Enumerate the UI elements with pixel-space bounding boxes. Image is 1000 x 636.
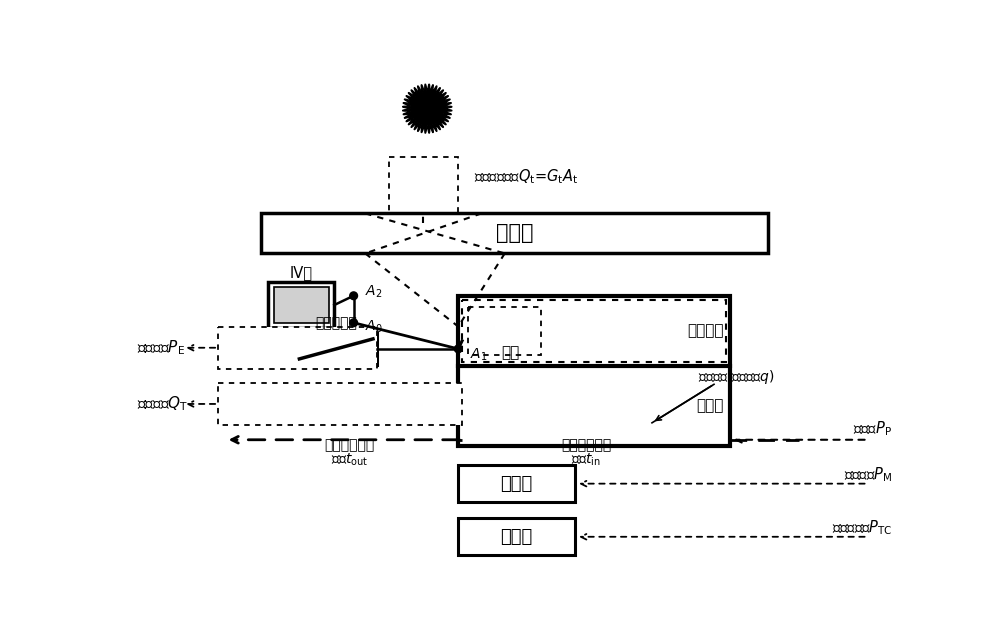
Bar — [458, 296, 730, 446]
Text: 散热介质初始: 散热介质初始 — [561, 438, 611, 452]
Bar — [296, 333, 377, 365]
Bar — [261, 214, 768, 253]
Text: 光伏组件: 光伏组件 — [687, 324, 723, 338]
Text: $A_1$: $A_1$ — [470, 347, 487, 363]
Bar — [388, 157, 458, 223]
Text: $A_2$: $A_2$ — [365, 284, 383, 300]
Text: 可调电负载: 可调电负载 — [315, 317, 357, 331]
Text: 温度$t_{\mathrm{out}}$: 温度$t_{\mathrm{out}}$ — [331, 452, 368, 467]
Text: 聚光器: 聚光器 — [496, 223, 533, 244]
Bar — [468, 307, 541, 355]
Text: 产电功率$P_{\mathrm{E}}$: 产电功率$P_{\mathrm{E}}$ — [137, 338, 185, 357]
Bar — [218, 383, 462, 425]
Bar — [274, 287, 329, 322]
Text: 产热功率$Q_{\mathrm{T}}$: 产热功率$Q_{\mathrm{T}}$ — [137, 394, 188, 413]
Text: 泵功耗$P_{\mathrm{P}}$: 泵功耗$P_{\mathrm{P}}$ — [853, 419, 892, 438]
Text: 散热器: 散热器 — [696, 399, 723, 413]
Circle shape — [350, 292, 358, 300]
Bar — [458, 518, 574, 555]
Bar — [268, 282, 334, 328]
Text: 测控器: 测控器 — [500, 528, 532, 546]
Text: $A_0$: $A_0$ — [365, 319, 383, 335]
Bar — [462, 300, 726, 363]
Text: IV仪: IV仪 — [290, 265, 313, 280]
Polygon shape — [403, 84, 452, 133]
Text: 马达功耗$P_{\mathrm{M}}$: 马达功耗$P_{\mathrm{M}}$ — [844, 465, 892, 484]
Text: 散热介质(质量流率$q$): 散热介质(质量流率$q$) — [698, 368, 775, 385]
Bar — [458, 465, 574, 502]
Circle shape — [350, 319, 358, 326]
Bar — [218, 326, 377, 369]
Text: 温度$t_{\mathrm{in}}$: 温度$t_{\mathrm{in}}$ — [571, 452, 601, 467]
Text: 跟踪器: 跟踪器 — [500, 474, 532, 493]
Text: 开关: 开关 — [501, 345, 519, 360]
Circle shape — [454, 345, 462, 353]
Text: 测控器功耗$P_{\mathrm{TC}}$: 测控器功耗$P_{\mathrm{TC}}$ — [832, 518, 892, 537]
Text: 散热介质最终: 散热介质最终 — [325, 438, 375, 452]
Text: 太阳辐射通量$Q_{\mathrm{t}}$=$G_{\mathrm{t}}$$A_{\mathrm{t}}$: 太阳辐射通量$Q_{\mathrm{t}}$=$G_{\mathrm{t}}$$… — [474, 167, 578, 186]
